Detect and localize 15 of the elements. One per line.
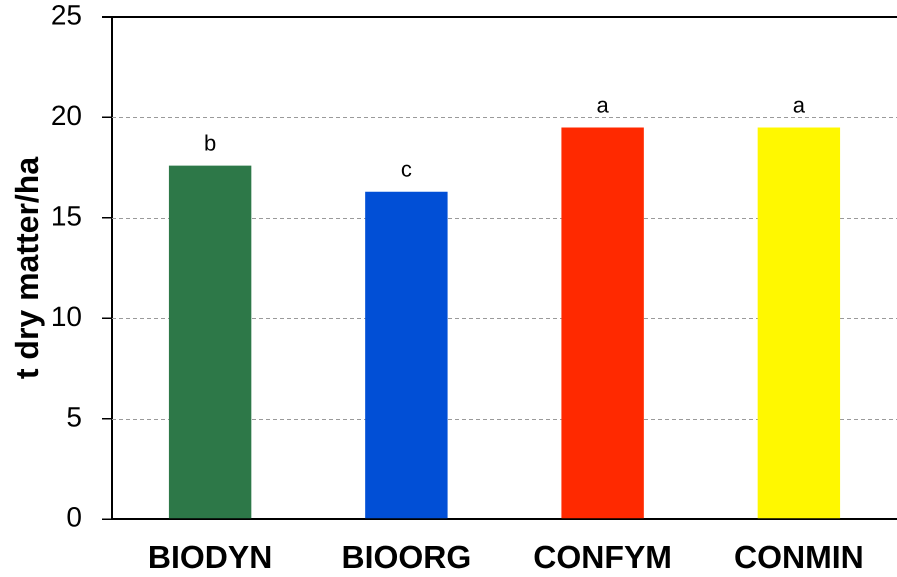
y-tick-label: 25 <box>50 0 82 31</box>
annotation: c <box>400 156 412 182</box>
y-tick-label: 20 <box>50 100 82 132</box>
annotation: a <box>792 92 806 118</box>
y-axis-title: t dry matter/ha <box>9 156 46 380</box>
x-tick-label: CONMIN <box>734 539 864 576</box>
y-tick-label: 15 <box>50 200 82 232</box>
y-tick-label: 0 <box>66 502 82 533</box>
annotation: b <box>204 130 216 156</box>
x-tick-label: CONFYM <box>533 539 672 576</box>
y-tick-label: 10 <box>50 300 82 332</box>
x-tick-label: BIODYN <box>148 539 272 576</box>
annotation: a <box>596 92 610 118</box>
x-tick-label: BIOORG <box>341 539 472 576</box>
y-tick-label: 5 <box>66 401 82 432</box>
